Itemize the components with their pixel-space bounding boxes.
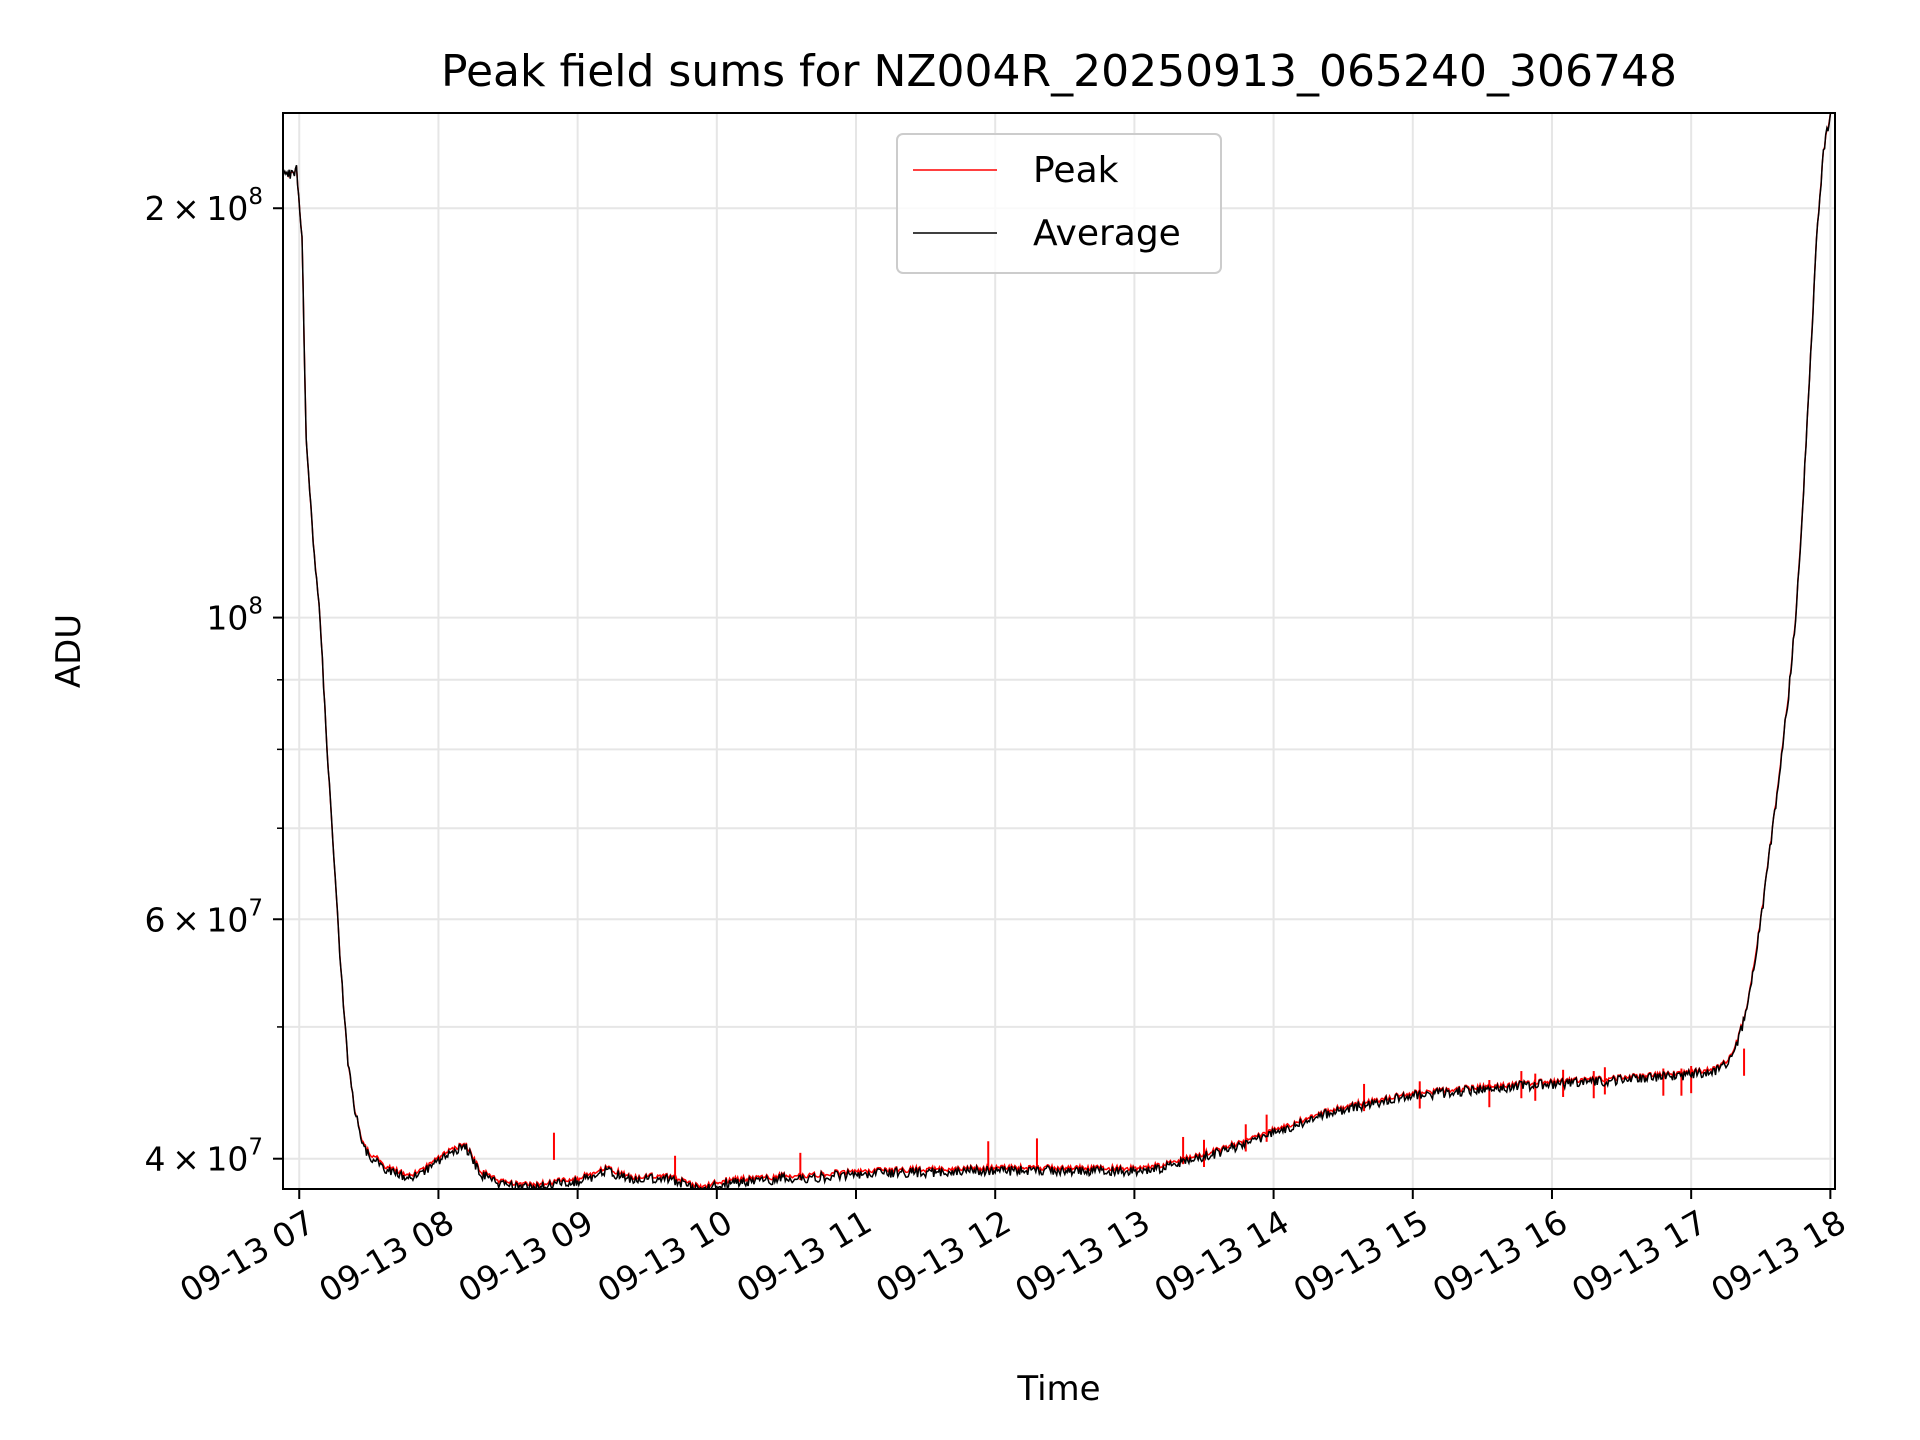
legend-box [896, 133, 1222, 274]
grid [283, 113, 1835, 1189]
plot-lines [283, 113, 1834, 1189]
series-average [283, 113, 1834, 1189]
axes-frame [282, 112, 1836, 1190]
y-tick-label: 2 × 108 [145, 184, 263, 228]
chart-title: Peak field sums for NZ004R_20250913_0652… [441, 46, 1677, 97]
series-line-average [283, 113, 1834, 1189]
series-peak [283, 113, 1834, 1189]
legend: Peak Average [896, 133, 1222, 274]
y-tick-label: 4 × 107 [145, 1135, 263, 1179]
y-axis-label: ADU [49, 614, 89, 688]
x-axis-label: Time [1016, 1369, 1100, 1409]
y-axis: 4 × 107 6 × 107 108 2 × 108 [145, 184, 283, 1179]
series-line-peak [283, 113, 1834, 1189]
y-tick-label: 6 × 107 [145, 895, 263, 939]
legend-label-average: Average [1033, 213, 1181, 254]
legend-label-peak: Peak [1033, 150, 1119, 191]
y-tick-label: 108 [206, 594, 263, 638]
